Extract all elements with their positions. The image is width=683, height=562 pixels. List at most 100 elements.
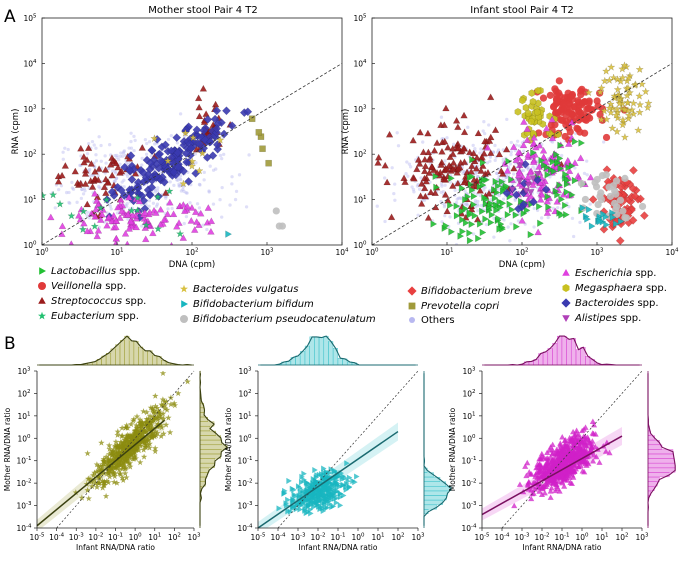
data-point [492,235,496,239]
data-point [142,435,150,442]
data-point [561,483,568,489]
data-point [548,175,552,179]
panel-label-b: B [4,334,16,354]
data-point [96,216,105,223]
data-point [543,478,551,484]
data-point [459,216,466,224]
data-point [160,216,168,223]
data-point [482,120,486,124]
data-point [94,153,98,157]
data-point [526,168,534,176]
data-point [563,188,571,196]
data-point [300,490,307,497]
legend-marker-square [408,302,416,310]
data-point [533,108,541,117]
legend-label: Bifidobacterium breve [421,286,532,297]
data-point [596,217,604,226]
data-point [452,142,456,146]
legend-item: Prevotella copri [408,301,499,312]
data-point [103,221,111,229]
data-point [504,210,512,219]
data-point [125,433,132,440]
data-point [355,160,358,163]
data-point [332,485,338,492]
data-point [166,429,174,436]
data-point [468,172,476,181]
data-point [48,190,58,199]
x-tick-label: 100 [129,533,143,543]
top-histogram-bar [129,340,134,366]
data-point [392,191,396,196]
data-point [58,222,67,230]
data-point [569,436,576,443]
identity-line [371,63,673,246]
data-point [145,422,152,429]
data-point [606,108,615,117]
right-histogram-bar [199,440,222,445]
data-point [286,477,292,484]
data-point [415,159,424,167]
y-tick-label: 10-1 [461,456,476,466]
data-point [133,206,142,215]
data-point [607,62,616,71]
data-point [120,180,124,184]
data-point [94,176,103,183]
data-point [117,196,125,203]
data-point [453,211,461,220]
data-point [412,190,416,194]
data-point [198,149,207,157]
data-point [146,420,154,427]
legend-marker-diamond [561,298,571,308]
data-point [419,148,428,156]
data-point [509,153,513,157]
data-point [140,408,147,415]
data-point [616,196,625,204]
data-point [340,482,346,489]
data-point [553,150,560,159]
data-point [197,206,202,210]
data-point [276,505,282,512]
data-point [71,167,80,175]
data-point [573,124,581,132]
data-point [70,180,74,185]
data-point [528,197,538,207]
data-point [527,192,535,200]
data-point [82,186,87,191]
data-point [115,449,122,456]
data-point [179,166,188,176]
data-point [567,205,571,209]
data-point [446,153,454,161]
data-point [133,138,137,143]
data-point [554,130,562,139]
y-tick-label: 10-4 [237,524,253,534]
data-point [509,222,513,226]
data-point [129,146,134,150]
legend-item: Streptococcus spp. [38,296,146,307]
data-point [214,167,218,171]
data-point [130,444,137,450]
data-point [127,146,131,150]
data-point [184,191,188,195]
data-point [4,183,7,186]
data-point [483,132,487,136]
data-point [636,194,645,204]
data-point [609,213,617,222]
data-point [157,422,165,429]
x-tick-label: 103 [635,533,649,543]
data-point [465,202,469,206]
data-point [336,483,343,490]
data-point [550,480,557,486]
data-point [112,223,120,231]
data-point [581,468,588,475]
data-point [179,189,184,193]
data-point [198,183,202,187]
data-point [470,192,478,201]
data-point [127,436,134,443]
data-point [79,196,84,201]
data-point [98,470,105,477]
data-point [511,502,518,509]
data-point [149,229,157,237]
data-point [426,156,434,163]
data-point [178,112,183,116]
data-point [140,446,147,453]
